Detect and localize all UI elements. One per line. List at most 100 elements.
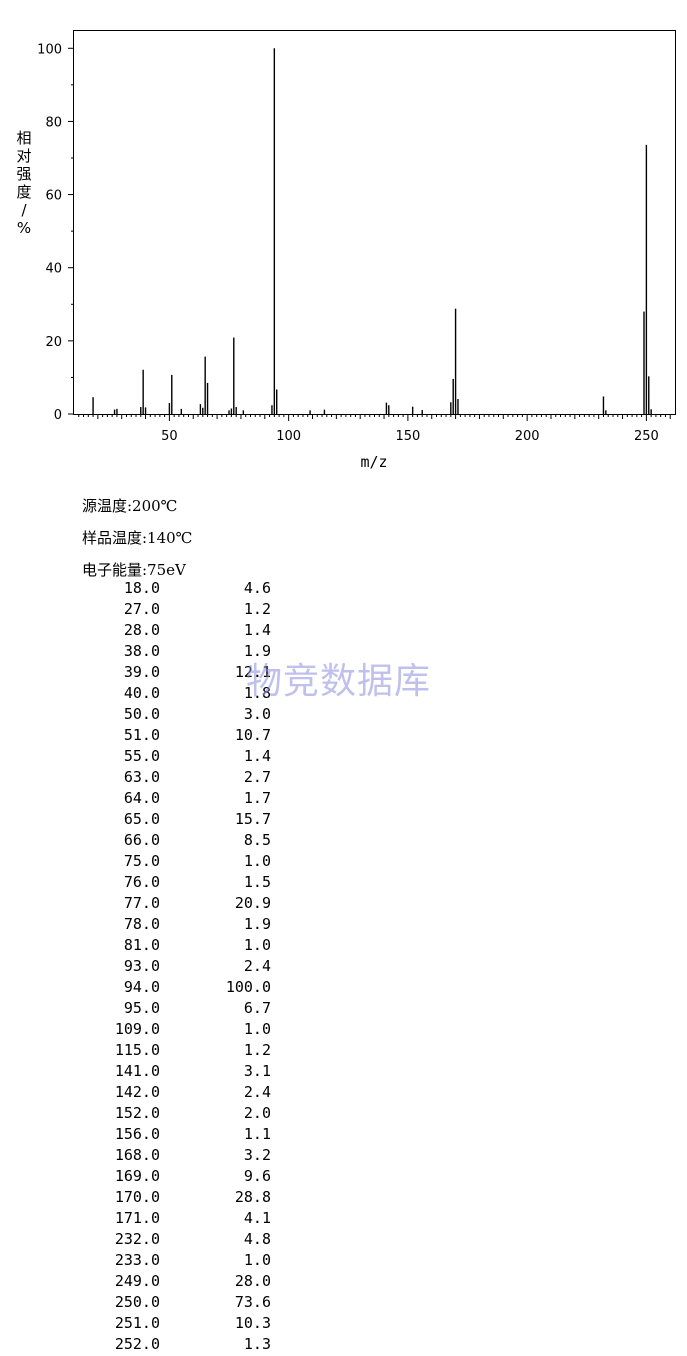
peak-row: 40.0 1.8: [0, 684, 300, 705]
y-tick-label: 80: [45, 115, 62, 130]
peak-row: 94.0 100.0: [0, 978, 300, 999]
peak-mz: 115.0: [114, 1041, 160, 1059]
sample-temperature: 样品温度:140℃: [82, 529, 193, 547]
peak-row: 252.0 1.3: [0, 1335, 300, 1356]
mass-spectrum-chart: 50 100 150 200 250 0 20 40 60 80 100 m/z 相对强度/%: [16, 30, 676, 471]
peak-mz: 28.0: [123, 621, 160, 639]
peak-row: 233.0 1.0: [0, 1251, 300, 1272]
peak-row: 169.0 9.6: [0, 1167, 300, 1188]
peak-mz: 95.0: [123, 999, 160, 1017]
y-tick-label: 40: [45, 262, 62, 277]
peak-intensity: 2.7: [243, 768, 271, 786]
peak-row: 51.0 10.7: [0, 726, 300, 747]
peak-mz: 55.0: [123, 747, 160, 765]
peak-mz: 50.0: [123, 705, 160, 723]
y-tick-label: 0: [54, 408, 62, 423]
peak-row: 232.0 4.8: [0, 1230, 300, 1251]
peak-mz: 93.0: [123, 957, 160, 975]
peak-mz: 170.0: [114, 1188, 160, 1206]
peak-mz: 169.0: [114, 1167, 160, 1185]
peak-intensity: 1.7: [243, 789, 271, 807]
peak-mz: 63.0: [123, 768, 160, 786]
peak-mz: 233.0: [114, 1251, 160, 1269]
peak-intensity: 6.7: [243, 999, 271, 1017]
peak-intensity: 1.9: [243, 915, 271, 933]
peak-intensity: 28.0: [234, 1272, 271, 1290]
peak-mz: 251.0: [114, 1314, 160, 1332]
peak-intensity: 4.1: [243, 1209, 271, 1227]
peak-intensity: 8.5: [243, 831, 271, 849]
peak-intensity: 1.5: [243, 873, 271, 891]
x-axis-label: m/z: [360, 453, 387, 471]
peak-intensity: 3.1: [243, 1062, 271, 1080]
electron-energy: 电子能量:75eV: [82, 561, 186, 579]
peak-row: 75.0 1.0: [0, 852, 300, 873]
peak-intensity: 1.9: [243, 642, 271, 660]
peak-mz: 250.0: [114, 1293, 160, 1311]
peak-intensity: 10.3: [234, 1314, 271, 1332]
peak-row: 39.0 12.1: [0, 663, 300, 684]
y-tick-label: 20: [45, 335, 62, 350]
peak-intensity: 1.0: [243, 852, 271, 870]
y-tick-label: 60: [45, 189, 62, 204]
peak-row: 18.0 4.6: [0, 579, 300, 600]
peak-row: 156.0 1.1: [0, 1125, 300, 1146]
peak-intensity: 100.0: [225, 978, 271, 996]
peak-intensity: 1.2: [243, 1041, 271, 1059]
peak-intensity: 3.0: [243, 705, 271, 723]
peak-row: 66.0 8.5: [0, 831, 300, 852]
y-tick-label: 100: [37, 42, 62, 57]
peak-intensity: 1.4: [243, 747, 271, 765]
peak-row: 93.0 2.4: [0, 957, 300, 978]
peak-mz: 156.0: [114, 1125, 160, 1143]
peak-intensity: 20.9: [234, 894, 271, 912]
peak-intensity: 12.1: [234, 663, 271, 681]
peak-row: 109.0 1.0: [0, 1020, 300, 1041]
peak-intensity: 10.7: [234, 726, 271, 744]
watermark: 物竞数据库: [246, 661, 432, 702]
peak-row: 63.0 2.7: [0, 768, 300, 789]
peak-intensity: 73.6: [234, 1293, 271, 1311]
peak-mz: 109.0: [114, 1020, 160, 1038]
peak-row: 115.0 1.2: [0, 1041, 300, 1062]
peak-row: 152.0 2.0: [0, 1104, 300, 1125]
peak-row: 50.0 3.0: [0, 705, 300, 726]
peak-mz: 76.0: [123, 873, 160, 891]
peak-intensity: 1.8: [243, 684, 271, 702]
peak-intensity: 4.6: [243, 579, 271, 597]
x-tick-label: 50: [161, 429, 178, 444]
peak-row: 76.0 1.5: [0, 873, 300, 894]
peak-intensity: 9.6: [243, 1167, 271, 1185]
peak-row: 38.0 1.9: [0, 642, 300, 663]
source-temperature: 源温度:200℃: [82, 497, 178, 515]
peak-mz: 249.0: [114, 1272, 160, 1290]
tick-labels: 50 100 150 200 250 0 20 40 60 80 100: [37, 42, 659, 444]
peak-row: 65.0 15.7: [0, 810, 300, 831]
peak-intensity: 2.4: [243, 1083, 271, 1101]
peak-intensity: 1.0: [243, 1251, 271, 1269]
peak-row: 142.0 2.4: [0, 1083, 300, 1104]
peak-mz: 51.0: [123, 726, 160, 744]
peak-mz: 18.0: [123, 579, 160, 597]
peak-mz: 81.0: [123, 936, 160, 954]
peak-intensity: 1.0: [243, 936, 271, 954]
peak-row: 170.0 28.8: [0, 1188, 300, 1209]
peak-intensity: 4.8: [243, 1230, 271, 1248]
peak-row: 249.0 28.0: [0, 1272, 300, 1293]
peak-mz: 171.0: [114, 1209, 160, 1227]
peak-mz: 142.0: [114, 1083, 160, 1101]
axis-ticks: [68, 47, 671, 421]
peak-intensity: 1.4: [243, 621, 271, 639]
peak-mz: 40.0: [123, 684, 160, 702]
peak-row: 251.0 10.3: [0, 1314, 300, 1335]
peak-row: 64.0 1.7: [0, 789, 300, 810]
peak-mz: 168.0: [114, 1146, 160, 1164]
peak-mz: 94.0: [123, 978, 160, 996]
peak-intensity: 3.2: [243, 1146, 271, 1164]
peak-intensity: 2.0: [243, 1104, 271, 1122]
peak-mz: 38.0: [123, 642, 160, 660]
peak-row: 168.0 3.2: [0, 1146, 300, 1167]
peak-mz: 65.0: [123, 810, 160, 828]
peak-row: 77.0 20.9: [0, 894, 300, 915]
peak-mz: 64.0: [123, 789, 160, 807]
